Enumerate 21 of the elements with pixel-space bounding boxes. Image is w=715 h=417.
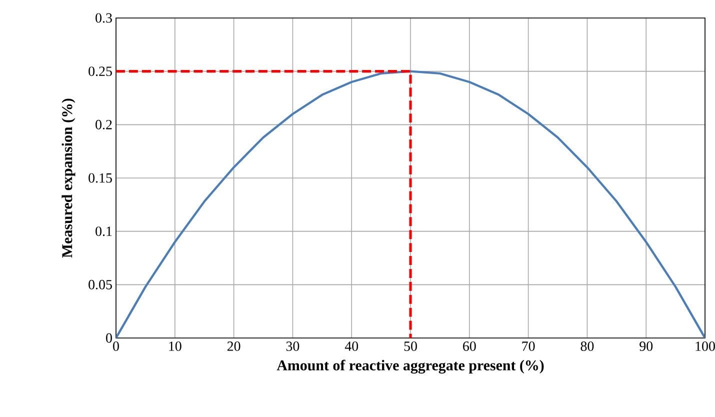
x-tick-label: 20 <box>227 342 240 351</box>
y-tick-label: 0.15 <box>88 173 112 183</box>
x-tick-label: 40 <box>344 342 358 351</box>
y-axis-title: Measured expansion (%) <box>62 98 76 258</box>
x-tick-label: 70 <box>522 342 535 351</box>
y-tick-label: 0.2 <box>96 120 112 130</box>
x-tick-label: 10 <box>169 342 182 351</box>
x-tick-label: 0 <box>113 342 119 351</box>
y-tick-label: 0.05 <box>88 280 112 290</box>
y-tick-label: 0 <box>106 333 112 343</box>
x-tick-label: 60 <box>463 342 476 351</box>
x-tick-label: 30 <box>286 342 300 351</box>
x-axis-title: Amount of reactive aggregate present (%) <box>276 360 544 374</box>
y-tick-label: 0.1 <box>96 226 112 236</box>
y-tick-label: 0.25 <box>88 66 112 76</box>
x-tick-label: 50 <box>404 342 417 351</box>
x-tick-label: 90 <box>640 342 653 351</box>
y-tick-label: 0.3 <box>96 13 112 23</box>
line-series <box>116 70 706 338</box>
x-tick-label: 100 <box>696 342 715 351</box>
x-tick-label: 80 <box>580 342 594 351</box>
